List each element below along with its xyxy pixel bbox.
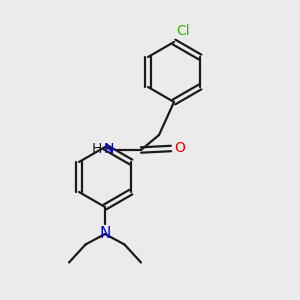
Text: Cl: Cl bbox=[176, 24, 190, 38]
Text: O: O bbox=[174, 142, 185, 155]
Text: H: H bbox=[92, 142, 102, 156]
Text: N: N bbox=[103, 142, 114, 156]
Text: N: N bbox=[99, 226, 111, 241]
